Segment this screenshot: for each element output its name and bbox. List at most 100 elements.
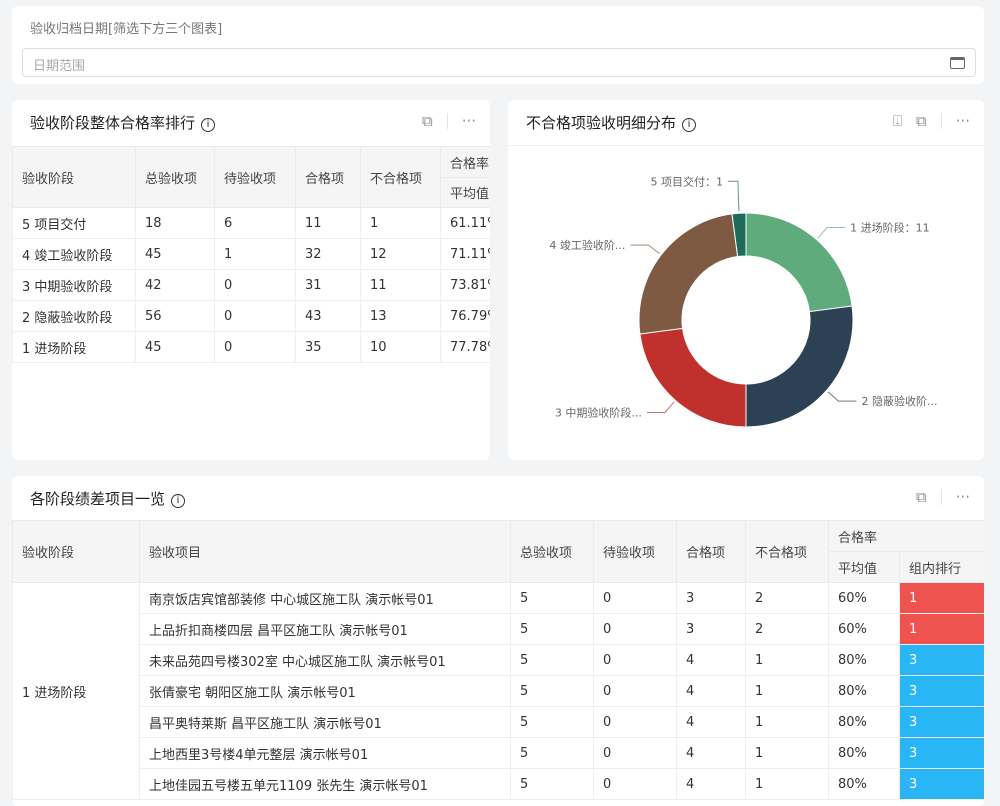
table-cell: 南京饭店宾馆部装修 中心城区施工队 演示帐号01: [139, 582, 511, 614]
table-cell: 10: [360, 331, 441, 363]
external-link-icon[interactable]: ⧉: [421, 112, 433, 130]
filter-label: 验收归档日期[筛选下方三个图表]: [30, 22, 223, 37]
poor-title: 各阶段绩差项目一览 i: [30, 488, 186, 509]
table-cell: 71.11%: [440, 238, 490, 270]
col-header[interactable]: 合格率: [440, 146, 490, 178]
poor-projects-card: 各阶段绩差项目一览 i ⧉ ··· 验收阶段 验收项目 总验收项 待验收项 合格项 不合格项合…: [12, 476, 984, 806]
table-row[interactable]: 未来品苑四号楼302室 中心城区施工队 演示帐号01 5 0 4 1 80% 3: [13, 644, 984, 676]
table-cell: 42: [135, 269, 215, 301]
table-cell: 1: [745, 706, 829, 738]
table-cell: 0: [214, 269, 296, 301]
table-cell: 80%: [828, 768, 900, 800]
table-cell: 4: [676, 768, 746, 800]
col-header[interactable]: 合格项: [295, 146, 361, 208]
more-icon[interactable]: ···: [955, 112, 970, 130]
col-header[interactable]: 验收项目: [139, 520, 511, 583]
table-row[interactable]: 1 进场阶段 南京饭店宾馆部装修 中心城区施工队 演示帐号01 5 0 3 2 60% 1: [12, 582, 984, 800]
col-header[interactable]: 验收阶段: [12, 146, 136, 208]
donut-slice[interactable]: [731, 212, 747, 258]
ranking-table: 验收阶段 总验收项 待验收项 合格项 不合格项 合格率 平均值 5 项目交付 18 6 11 1 6…: [12, 146, 490, 363]
table-cell: 4: [676, 706, 746, 738]
table-cell: 45: [135, 238, 215, 270]
donut-title-text: 不合格项验收明细分布: [526, 114, 677, 132]
table-row[interactable]: 上地西里3号楼4单元整层 演示帐号01 5 0 4 1 80% 3: [13, 737, 984, 769]
more-icon[interactable]: ···: [955, 488, 970, 506]
label-line: [727, 180, 740, 212]
table-cell: 32: [295, 238, 361, 270]
table-cell: 80%: [828, 644, 900, 676]
col-header[interactable]: 待验收项: [214, 146, 296, 208]
col-header[interactable]: 总验收项: [510, 520, 594, 583]
table-row[interactable]: 上品折扣商楼四层 昌平区施工队 演示帐号01 5 0 3 2 60% 1: [13, 613, 984, 645]
rank-badge: 1: [898, 613, 984, 645]
filter-card: 验收归档日期[筛选下方三个图表] 日期范围: [12, 6, 984, 84]
table-cell: 5: [510, 675, 594, 707]
col-header[interactable]: 不合格项: [745, 520, 829, 583]
table-cell: 35: [295, 331, 361, 363]
slice-label: 1 进场阶段：11: [850, 221, 930, 235]
table-cell: 0: [593, 675, 677, 707]
more-icon[interactable]: ···: [461, 112, 476, 130]
table-row[interactable]: 张倩豪宅 朝阳区施工队 演示帐号01 5 0 4 1 80% 3: [13, 675, 984, 707]
table-row[interactable]: 上地佳园五号楼五单元1109 张先生 演示帐号01 5 0 4 1 80% 3: [13, 768, 984, 800]
col-header[interactable]: 平均值: [828, 551, 900, 583]
info-icon[interactable]: i: [682, 118, 697, 132]
col-header[interactable]: 验收阶段: [12, 520, 140, 583]
col-header[interactable]: 待验收项: [593, 520, 677, 583]
table-cell: 1: [745, 644, 829, 676]
stage-cell: 1 进场阶段: [12, 582, 140, 800]
divider: [446, 113, 448, 129]
table-cell: 45: [135, 331, 215, 363]
table-cell: 张倩豪宅 朝阳区施工队 演示帐号01: [139, 675, 511, 707]
col-header[interactable]: 组内排行: [898, 551, 984, 583]
table-cell: 0: [214, 300, 296, 332]
table-cell: 未来品苑四号楼302室 中心城区施工队 演示帐号01: [139, 644, 511, 676]
table-cell: 11: [360, 269, 441, 301]
table-cell: 60%: [828, 613, 900, 645]
table-cell: 2: [745, 613, 829, 645]
table-cell: 上地西里3号楼4单元整层 演示帐号01: [139, 737, 511, 769]
info-icon[interactable]: i: [171, 494, 186, 508]
label-line: [817, 227, 846, 239]
rank-badge: 3: [898, 675, 984, 707]
slice-label: 2 隐蔽验收阶...: [861, 394, 937, 408]
label-line: [827, 391, 857, 402]
table-cell: 0: [593, 768, 677, 800]
col-header[interactable]: 平均值: [440, 177, 490, 208]
table-cell: 80%: [828, 737, 900, 769]
date-range-input[interactable]: 日期范围: [22, 48, 976, 77]
table-cell: 0: [593, 613, 677, 645]
table-cell: 1: [214, 238, 296, 270]
table-cell: 5: [510, 644, 594, 676]
info-icon[interactable]: i: [201, 118, 216, 132]
donut-slice[interactable]: [638, 213, 739, 335]
table-cell: 0: [593, 644, 677, 676]
date-range-placeholder: 日期范围: [33, 59, 86, 74]
col-header[interactable]: 总验收项: [135, 146, 215, 208]
poor-title-text: 各阶段绩差项目一览: [30, 490, 166, 508]
table-cell: 4: [676, 675, 746, 707]
table-row[interactable]: 昌平奥特莱斯 昌平区施工队 演示帐号01 5 0 4 1 80% 3: [13, 706, 984, 738]
col-header[interactable]: 合格率: [827, 520, 984, 552]
ranking-title: 验收阶段整体合格率排行 i: [30, 112, 216, 133]
external-link-icon[interactable]: ⧉: [915, 112, 927, 130]
col-header[interactable]: 不合格项: [360, 146, 441, 208]
table-cell: 31: [295, 269, 361, 301]
table-cell: 0: [593, 737, 677, 769]
col-header[interactable]: 合格项: [676, 520, 746, 583]
external-link-icon[interactable]: ⧉: [915, 488, 927, 506]
table-cell: 0: [593, 582, 677, 614]
download-icon[interactable]: ⍗: [892, 112, 902, 130]
rank-badge: 3: [898, 644, 984, 676]
table-cell: 0: [214, 331, 296, 363]
calendar-icon[interactable]: [950, 57, 965, 69]
table-cell: 1 进场阶段: [12, 331, 136, 363]
table-cell: 3: [676, 582, 746, 614]
donut-slice[interactable]: [745, 305, 854, 428]
rank-badge: 3: [898, 768, 984, 800]
